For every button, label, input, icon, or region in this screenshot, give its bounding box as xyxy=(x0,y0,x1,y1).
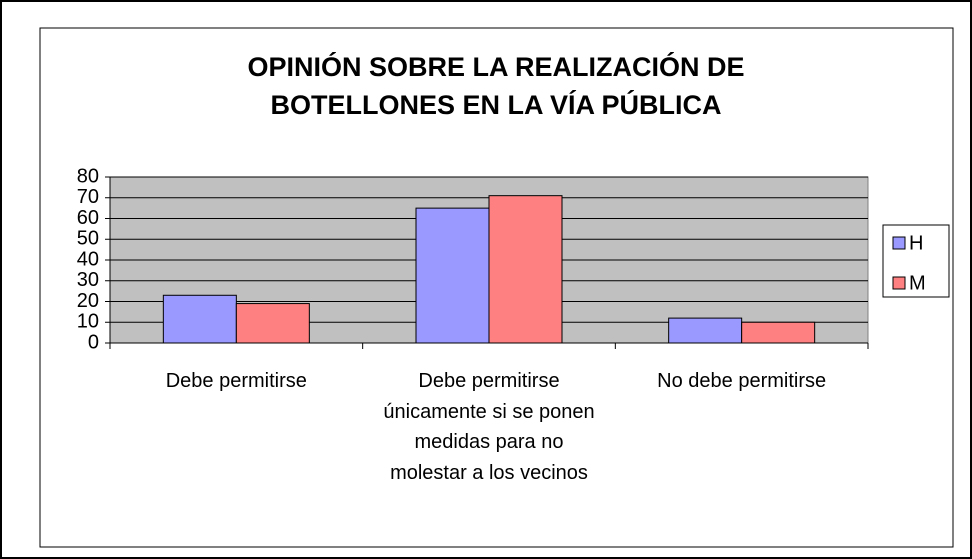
y-tick-label: 80 xyxy=(77,165,99,187)
legend-swatch xyxy=(892,236,906,250)
y-tick-label: 20 xyxy=(77,290,99,312)
bar xyxy=(415,207,490,344)
y-tick-label: 10 xyxy=(77,311,99,333)
y-tick-label: 70 xyxy=(77,186,99,208)
legend-label: H xyxy=(909,232,923,254)
y-tick-label: 0 xyxy=(88,331,99,353)
bar xyxy=(741,321,816,344)
legend-swatch xyxy=(892,276,906,290)
y-tick-label: 40 xyxy=(77,248,99,270)
bar xyxy=(668,317,743,344)
bar xyxy=(488,195,563,344)
y-tick-label: 30 xyxy=(77,269,99,291)
bar xyxy=(162,294,237,344)
x-tick-label: Debe permitirse xyxy=(165,370,307,392)
x-tick-label: Debe permitirse únicamente si se ponen m… xyxy=(383,370,595,484)
y-tick-label: 60 xyxy=(77,207,99,229)
chart-title: OPINIÓN SOBRE LA REALIZACIÓN DE BOTELLON… xyxy=(247,52,745,120)
legend-label: M xyxy=(909,272,926,294)
bar xyxy=(235,303,310,344)
y-tick-label: 50 xyxy=(77,228,99,250)
x-tick-label: No debe permitirse xyxy=(657,370,827,392)
